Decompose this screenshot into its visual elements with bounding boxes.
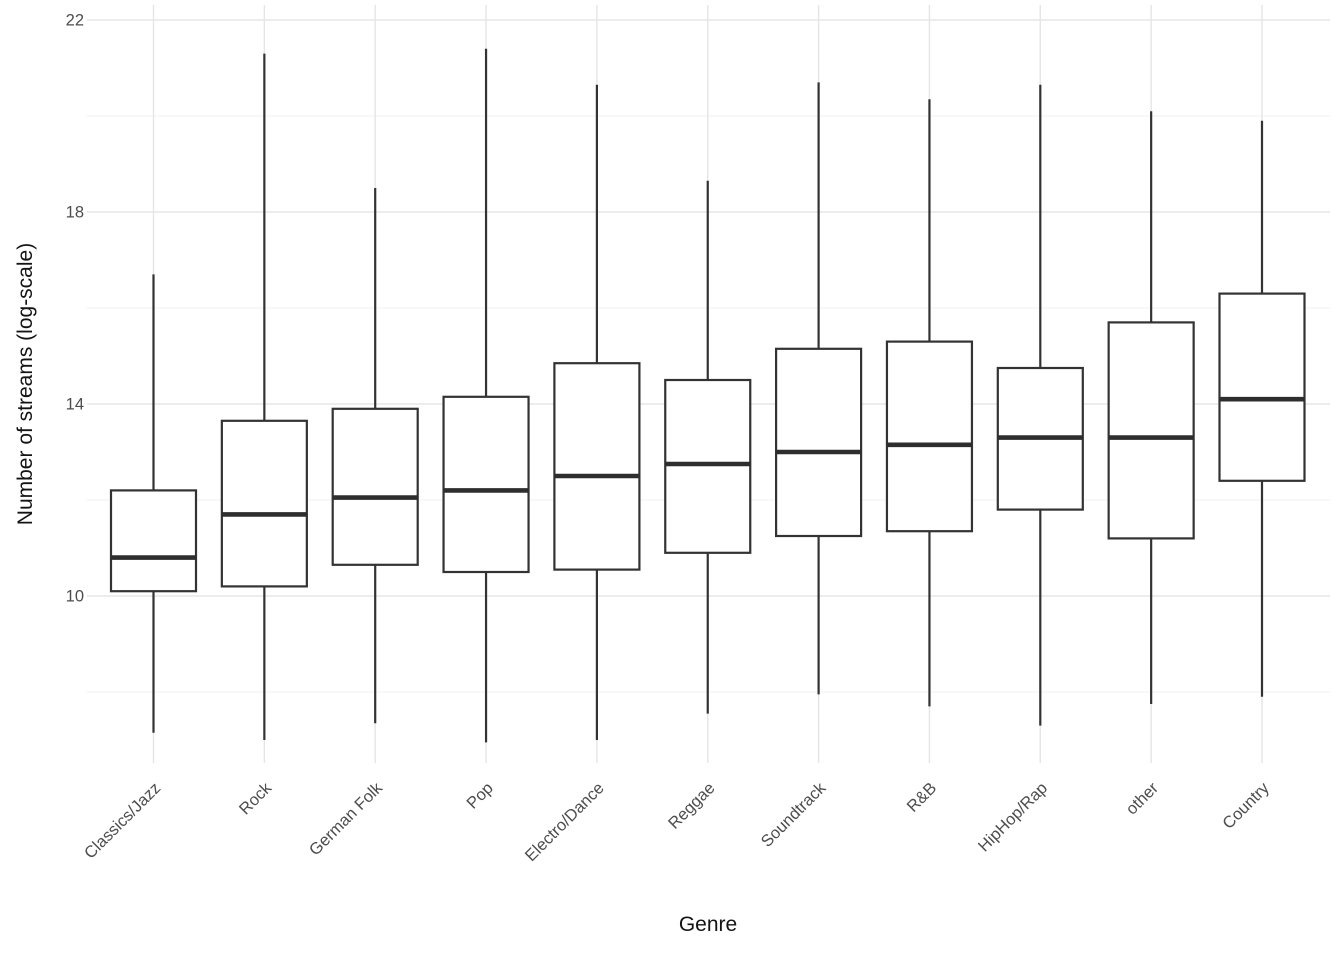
box-iqr-rect bbox=[442, 395, 530, 574]
x-tick-label: Electro/Dance bbox=[522, 779, 608, 865]
x-tick-label: Rock bbox=[236, 779, 276, 819]
x-tick-label: German Folk bbox=[306, 779, 387, 860]
box-iqr-rect bbox=[885, 340, 974, 533]
x-tick-label: Country bbox=[1219, 779, 1273, 833]
y-axis-title: Number of streams (log-scale) bbox=[14, 242, 37, 526]
box-iqr-rect bbox=[1218, 292, 1306, 482]
box-iqr-rect bbox=[109, 489, 198, 593]
y-tick-label: 10 bbox=[66, 588, 84, 606]
box-iqr-rect bbox=[774, 347, 863, 538]
box-iqr-rect bbox=[664, 378, 752, 554]
x-tick-label: Pop bbox=[463, 779, 496, 812]
y-tick-label: 18 bbox=[66, 204, 84, 222]
box-iqr-rect bbox=[331, 407, 419, 566]
box-iqr-rect bbox=[1107, 321, 1195, 540]
x-axis-title: Genre bbox=[678, 913, 738, 936]
x-tick-label: HipHop/Rap bbox=[975, 779, 1051, 855]
x-tick-label: Classics/Jazz bbox=[81, 779, 164, 862]
x-tick-label: R&B bbox=[904, 779, 941, 816]
x-tick-label: Reggae bbox=[665, 779, 719, 833]
x-tick-label: other bbox=[1123, 779, 1163, 819]
y-tick-label: 22 bbox=[66, 12, 84, 30]
box-iqr-rect bbox=[220, 419, 308, 588]
x-tick-label: Soundtrack bbox=[758, 779, 830, 851]
box-iqr-rect bbox=[553, 362, 641, 571]
y-tick-label: 14 bbox=[66, 396, 84, 414]
